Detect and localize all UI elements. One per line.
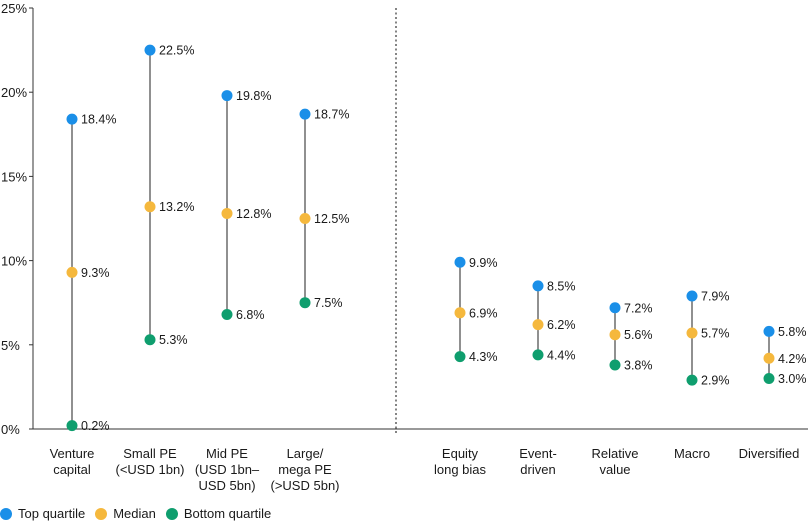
bottom-quartile-label: 3.8%	[624, 359, 653, 373]
top-quartile-label: 8.5%	[547, 279, 576, 293]
bottom-quartile-point	[609, 359, 621, 371]
median-label: 6.9%	[469, 306, 498, 320]
legend-label: Bottom quartile	[183, 506, 272, 521]
category-label: Mid PE (USD 1bn– USD 5bn)	[195, 446, 260, 493]
y-tick-label: 0%	[1, 422, 20, 437]
top-quartile-label: 7.2%	[624, 301, 653, 315]
bottom-quartile-point	[144, 334, 156, 346]
bottom-quartile-label: 4.4%	[547, 348, 576, 362]
data-points	[66, 44, 775, 432]
bottom-quartile-label: 2.9%	[701, 374, 730, 388]
category-label: Large/mega PE (>USD 5bn)	[271, 446, 340, 493]
range-lines	[71, 50, 770, 426]
category-label: Macro	[674, 446, 710, 461]
bottom-quartile-label: 0.2%	[81, 419, 110, 433]
y-axis-ticks: 0% 5% 10% 15% 20% 25%	[1, 1, 33, 437]
legend-item-top-quartile: Top quartile	[0, 506, 85, 521]
category-label: Diversified	[739, 446, 800, 461]
median-label: 12.8%	[236, 207, 271, 221]
top-quartile-label: 18.7%	[314, 108, 349, 122]
top-quartile-label: 18.4%	[81, 113, 116, 127]
top-quartile-label: 7.9%	[701, 289, 730, 303]
median-point	[299, 213, 311, 224]
median-label: 5.6%	[624, 328, 653, 342]
legend-item-bottom-quartile: Bottom quartile	[165, 506, 272, 521]
legend-marker	[0, 507, 12, 520]
bottom-quartile-label: 5.3%	[159, 333, 188, 347]
bottom-quartile-point	[454, 351, 466, 363]
legend-label: Top quartile	[18, 506, 86, 521]
category-label: Equity long bias	[434, 446, 487, 477]
category-label: Relative value	[592, 446, 639, 477]
top-quartile-point	[609, 302, 621, 314]
axes	[32, 8, 808, 433]
bottom-quartile-label: 7.5%	[314, 296, 343, 310]
legend-item-median: Median	[95, 506, 156, 521]
bottom-quartile-point	[532, 349, 544, 361]
legend-label: Median	[113, 506, 156, 521]
category-label: Event-driven	[519, 446, 557, 477]
median-label: 4.2%	[778, 352, 807, 366]
category-label: Venture capital	[50, 446, 95, 477]
bottom-quartile-point	[299, 297, 311, 309]
top-quartile-point	[144, 44, 156, 56]
median-point	[609, 329, 621, 341]
top-quartile-point	[221, 90, 233, 102]
range-dot-chart: 0% 5% 10% 15% 20% 25% 18.4% 22.5% 19.8% 18.7% 9.9…	[1, 1, 808, 493]
legend-marker	[95, 507, 108, 520]
bottom-quartile-label: 3.0%	[778, 372, 807, 386]
data-labels: 18.4% 22.5% 19.8% 18.7% 9.9% 8.5% 7.2% 7.9% 5.8%…	[81, 44, 807, 434]
median-label: 12.5%	[314, 212, 349, 226]
bottom-quartile-point	[221, 308, 233, 320]
top-quartile-label: 5.8%	[778, 325, 807, 339]
top-quartile-point	[532, 280, 544, 292]
median-label: 9.3%	[81, 266, 110, 280]
category-label: Small PE (<USD 1bn)	[116, 446, 185, 477]
median-point	[532, 319, 544, 331]
top-quartile-label: 9.9%	[469, 256, 498, 270]
y-tick-label: 5%	[1, 338, 20, 353]
top-quartile-point	[686, 290, 698, 302]
top-quartile-label: 19.8%	[236, 89, 271, 103]
bottom-quartile-label: 6.8%	[236, 308, 265, 322]
median-point	[763, 352, 775, 364]
top-quartile-label: 22.5%	[159, 44, 194, 58]
median-label: 6.2%	[547, 318, 576, 332]
bottom-quartile-label: 4.3%	[469, 350, 498, 364]
top-quartile-point	[299, 108, 311, 120]
bottom-quartile-point	[66, 420, 78, 432]
median-point	[454, 307, 466, 319]
category-labels: Venture capital Small PE (<USD 1bn) Mid PE (U…	[50, 446, 800, 493]
median-point	[686, 327, 698, 339]
top-quartile-point	[454, 256, 466, 268]
median-label: 13.2%	[159, 200, 194, 214]
y-tick-label: 25%	[1, 1, 27, 16]
top-quartile-point	[763, 325, 775, 337]
median-point	[144, 201, 156, 213]
median-label: 5.7%	[701, 327, 730, 341]
bottom-quartile-point	[763, 372, 775, 384]
top-quartile-point	[66, 113, 78, 125]
median-point	[221, 207, 233, 219]
y-tick-label: 15%	[1, 169, 27, 184]
legend: Top quartile Median Bottom quartile	[0, 506, 271, 521]
bottom-quartile-point	[686, 374, 698, 386]
legend-marker	[165, 507, 178, 520]
y-tick-label: 10%	[1, 254, 27, 269]
y-tick-label: 20%	[1, 85, 27, 100]
median-point	[66, 266, 78, 278]
